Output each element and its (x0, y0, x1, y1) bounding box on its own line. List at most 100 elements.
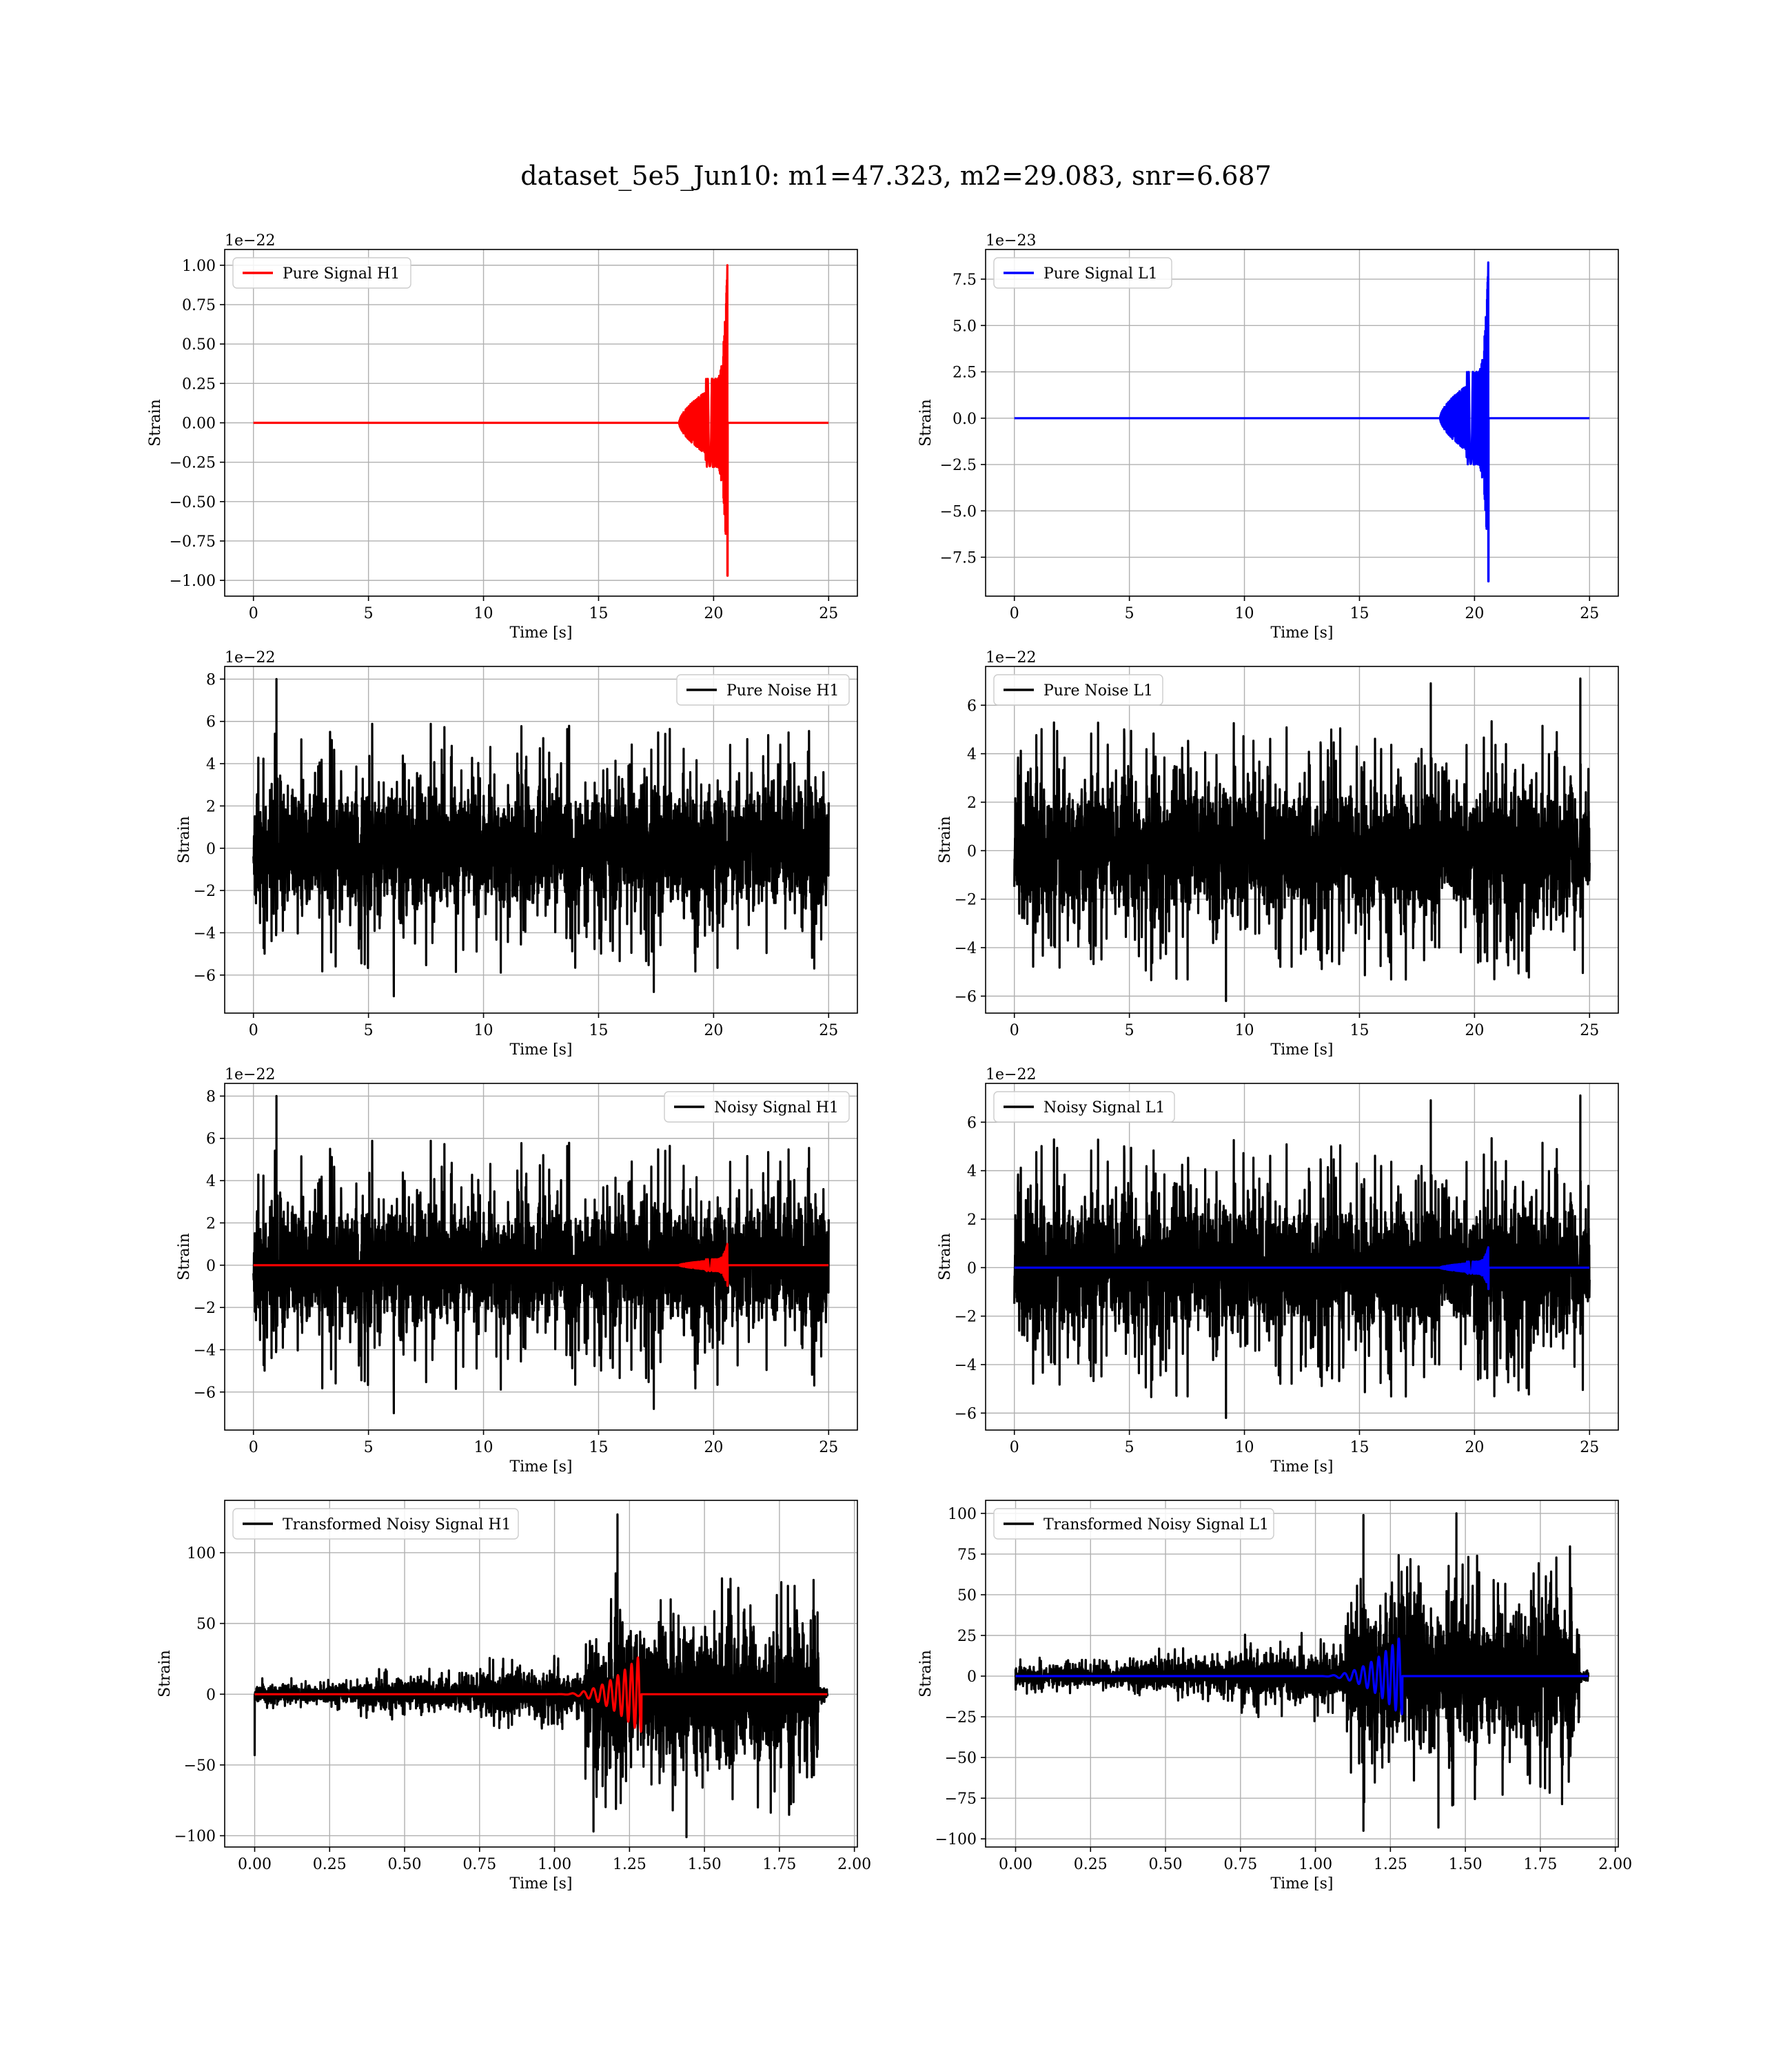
x-tick-label: 10 (474, 605, 493, 622)
x-tick-label: 25 (819, 1022, 838, 1039)
x-tick-label: 0.00 (238, 1856, 272, 1873)
axes-frame (224, 1083, 858, 1431)
y-tick-label: 6 (206, 714, 216, 731)
y-tick-label: 4 (206, 1173, 216, 1190)
x-tick-label: 0.25 (313, 1856, 347, 1873)
x-tick-label: 0.75 (1223, 1856, 1257, 1873)
axes-frame (985, 666, 1619, 1014)
y-tick-label: 50 (196, 1616, 216, 1633)
y-tick-label: 4 (206, 756, 216, 773)
x-tick-label: 1.00 (1299, 1856, 1332, 1873)
x-tick-label: 1.75 (762, 1856, 796, 1873)
x-tick-label: 0.25 (1074, 1856, 1108, 1873)
x-tick-label: 0.75 (462, 1856, 496, 1873)
x-tick-label: 0.00 (999, 1856, 1032, 1873)
y-tick-label: −0.25 (170, 455, 216, 472)
x-tick-label: 2.00 (1598, 1856, 1632, 1873)
y-tick-label: −2.5 (940, 457, 977, 474)
legend-label: Noisy Signal H1 (714, 1099, 839, 1116)
y-tick-label: 1.00 (182, 258, 216, 275)
legend-label: Pure Signal L1 (1043, 265, 1158, 283)
legend: Noisy Signal L1 (993, 1091, 1175, 1123)
legend: Noisy Signal H1 (664, 1091, 850, 1123)
subplot-pure-signal-h1: 0 5 10 15 20 25 1.00 0.75 0.50 0.25 0.00 −0.25 −0.50… (147, 232, 858, 642)
x-tick-label: 0 (249, 1439, 258, 1456)
x-tick-label: 5 (364, 605, 374, 622)
y-tick-label: 0 (967, 843, 977, 860)
subplot-transformed-noisy-signal-l1: 0.00 0.25 0.50 0.75 1.00 1.25 1.50 1.75 2.00 100 7… (917, 1500, 1632, 1893)
x-axis-label: Time [s] (509, 1458, 572, 1476)
y-tick-label: 7.5 (953, 272, 977, 289)
y-tick-label: 8 (206, 671, 216, 688)
legend-box (993, 1508, 1274, 1540)
x-tick-label: 1.25 (613, 1856, 646, 1873)
x-tick-label: 25 (1580, 1022, 1599, 1039)
axes-frame (224, 666, 858, 1014)
x-tick-label: 15 (589, 605, 608, 622)
y-offset-label: 1e−22 (986, 1066, 1036, 1083)
y-tick-label: −50 (945, 1750, 977, 1767)
y-axis-label: Strain (937, 816, 954, 864)
x-tick-label: 25 (819, 1439, 838, 1456)
legend: Transformed Noisy Signal H1 (232, 1508, 519, 1540)
y-tick-label: −6 (194, 968, 216, 985)
x-axis-label: Time [s] (1270, 1041, 1333, 1059)
y-tick-label: −2 (955, 1309, 977, 1326)
y-tick-label: 0.50 (182, 336, 216, 354)
series-line-transformed-noisy-signal-h1-template-1 (254, 1656, 828, 1733)
y-offset-label: 1e−22 (225, 232, 275, 249)
y-tick-label: 4 (967, 1163, 977, 1181)
x-tick-label: 20 (704, 1022, 723, 1039)
x-tick-label: 25 (1580, 1439, 1599, 1456)
y-tick-label: 100 (948, 1506, 977, 1523)
y-tick-label: 50 (957, 1587, 977, 1604)
y-tick-label: −2 (194, 883, 216, 900)
legend-box (664, 1091, 850, 1123)
figure-title: dataset_5e5_Jun10: m1=47.323, m2=29.083,… (520, 161, 1272, 192)
grid (225, 1500, 857, 1847)
y-axis-label: Strain (917, 399, 935, 447)
legend: Pure Signal H1 (232, 257, 411, 289)
x-tick-label: 15 (589, 1439, 608, 1456)
y-tick-label: 2.5 (953, 365, 977, 382)
x-tick-label: 10 (1235, 1022, 1254, 1039)
x-tick-label: 10 (474, 1022, 493, 1039)
grid (986, 249, 1618, 596)
legend-label: Transformed Noisy Signal L1 (1043, 1516, 1269, 1533)
x-tick-label: 0 (249, 605, 258, 622)
x-tick-label: 5 (1125, 605, 1134, 622)
y-offset-label: 1e−22 (225, 1066, 275, 1083)
legend-label: Pure Noise H1 (726, 682, 839, 700)
y-tick-label: −0.75 (170, 533, 216, 551)
x-tick-label: 25 (1580, 605, 1599, 622)
y-tick-label: 2 (206, 1215, 216, 1232)
y-tick-label: −2 (194, 1300, 216, 1317)
x-tick-label: 0 (249, 1022, 258, 1039)
x-tick-label: 15 (1350, 1022, 1369, 1039)
legend: Transformed Noisy Signal L1 (993, 1508, 1274, 1540)
y-axis-label: Strain (917, 1650, 935, 1697)
x-tick-label: 5 (1125, 1022, 1134, 1039)
y-axis-label: Strain (156, 1650, 174, 1697)
x-tick-label: 15 (1350, 1439, 1369, 1456)
series-group (252, 1094, 830, 1415)
subplot-pure-signal-l1: 0 5 10 15 20 25 7.5 5.0 2.5 0.0 −2.5 −5.0 −7.5 Time [… (917, 232, 1619, 642)
x-tick-label: 1.75 (1523, 1856, 1557, 1873)
legend: Pure Noise L1 (993, 674, 1163, 706)
x-tick-label: 25 (819, 605, 838, 622)
series-group (1013, 261, 1591, 583)
y-tick-label: −6 (955, 988, 977, 1006)
series-line-pure-noise-l1 (1013, 677, 1591, 1002)
y-tick-label: 25 (957, 1628, 977, 1645)
series-group (252, 264, 830, 577)
x-tick-label: 1.50 (1449, 1856, 1483, 1873)
x-tick-label: 0.50 (388, 1856, 422, 1873)
y-tick-label: 8 (206, 1088, 216, 1105)
x-axis-label: Time [s] (509, 624, 572, 642)
y-tick-label: 75 (957, 1547, 977, 1564)
y-tick-label: −100 (174, 1828, 216, 1846)
